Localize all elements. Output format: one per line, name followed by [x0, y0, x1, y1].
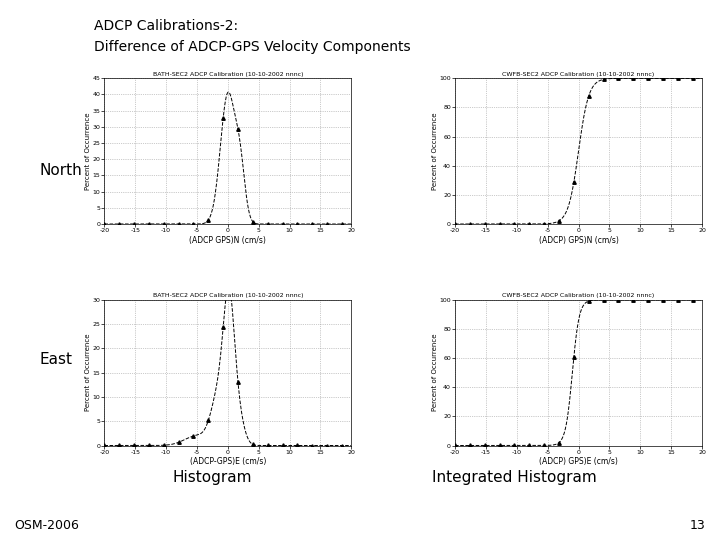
X-axis label: (ADCP) GPS)E (cm/s): (ADCP) GPS)E (cm/s) — [539, 457, 618, 467]
Y-axis label: Percent of Occurrence: Percent of Occurrence — [85, 112, 91, 190]
X-axis label: (ADCP GPS)N (cm/s): (ADCP GPS)N (cm/s) — [189, 236, 266, 245]
Text: Integrated Histogram: Integrated Histogram — [433, 470, 597, 485]
Y-axis label: Percent of Occurrence: Percent of Occurrence — [432, 112, 438, 190]
Title: BATH-SEC2 ADCP Calibration (10-10-2002 nnnc): BATH-SEC2 ADCP Calibration (10-10-2002 n… — [153, 71, 303, 77]
Text: Difference of ADCP-GPS Velocity Components: Difference of ADCP-GPS Velocity Componen… — [94, 40, 410, 55]
X-axis label: (ADCP-GPS)E (cm/s): (ADCP-GPS)E (cm/s) — [189, 457, 266, 467]
Y-axis label: Percent of Occurrence: Percent of Occurrence — [85, 334, 91, 411]
Text: ADCP Calibrations-2:: ADCP Calibrations-2: — [94, 19, 238, 33]
Text: OSM-2006: OSM-2006 — [14, 519, 79, 532]
Title: CWFB-SEC2 ADCP Calibration (10-10-2002 nnnc): CWFB-SEC2 ADCP Calibration (10-10-2002 n… — [503, 71, 654, 77]
Y-axis label: Percent of Occurrence: Percent of Occurrence — [432, 334, 438, 411]
Text: East: East — [40, 352, 73, 367]
Text: Histogram: Histogram — [173, 470, 252, 485]
Title: BATH-SEC2 ADCP Calibration (10-10-2002 nnnc): BATH-SEC2 ADCP Calibration (10-10-2002 n… — [153, 293, 303, 298]
Text: 13: 13 — [690, 519, 706, 532]
Title: CWFB-SEC2 ADCP Calibration (10-10-2002 nnnc): CWFB-SEC2 ADCP Calibration (10-10-2002 n… — [503, 293, 654, 298]
X-axis label: (ADCP) GPS)N (cm/s): (ADCP) GPS)N (cm/s) — [539, 236, 618, 245]
Text: North: North — [40, 163, 82, 178]
